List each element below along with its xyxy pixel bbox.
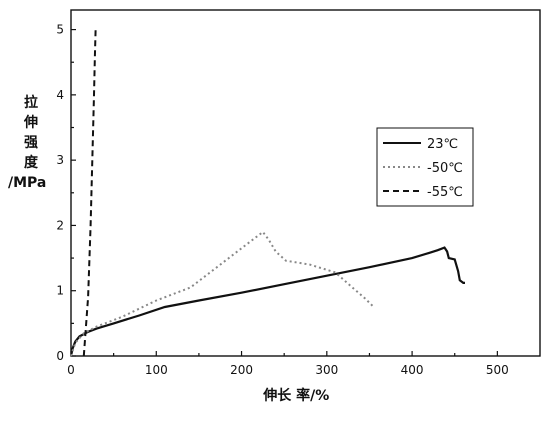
- y-axis-title-line: 伸: [23, 114, 38, 131]
- x-tick-label: 300: [315, 363, 338, 377]
- x-tick-label: 500: [486, 363, 509, 377]
- y-tick-label: 2: [56, 218, 64, 232]
- legend-label-0: 23℃: [427, 137, 458, 152]
- y-axis-title-line: /MPa: [8, 175, 46, 191]
- plot-frame: [70, 9, 541, 357]
- y-tick-label: 0: [56, 349, 64, 363]
- x-tick-label: 100: [145, 363, 168, 377]
- y-axis-title-line: 拉: [24, 94, 38, 111]
- y-tick-label: 3: [56, 153, 64, 167]
- y-axis-title-line: 度: [24, 154, 39, 171]
- y-tick-label: 1: [56, 284, 64, 298]
- axes: 0 100 200 300 400 500 0 1 2 3 4 5: [56, 9, 541, 377]
- legend: 23℃ -50℃ -55℃: [376, 127, 474, 207]
- legend-label-1: -50℃: [427, 161, 463, 176]
- legend-label-2: -55℃: [427, 185, 463, 200]
- y-axis-title-line: 强: [24, 135, 38, 151]
- series-line-0: [69, 246, 465, 357]
- x-tick-label: 400: [401, 363, 424, 377]
- y-tick-label: 4: [56, 88, 64, 102]
- series-lines: [69, 26, 465, 357]
- series-line-1: [70, 230, 375, 357]
- x-tick-label: 200: [230, 363, 253, 377]
- series-line-2: [82, 26, 97, 357]
- x-tick-label: 0: [67, 363, 75, 377]
- x-axis-title: 伸长 率/%: [262, 387, 329, 404]
- y-tick-label: 5: [56, 23, 64, 37]
